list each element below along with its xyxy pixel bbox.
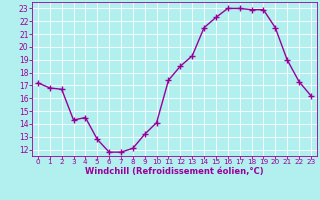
X-axis label: Windchill (Refroidissement éolien,°C): Windchill (Refroidissement éolien,°C) — [85, 167, 264, 176]
